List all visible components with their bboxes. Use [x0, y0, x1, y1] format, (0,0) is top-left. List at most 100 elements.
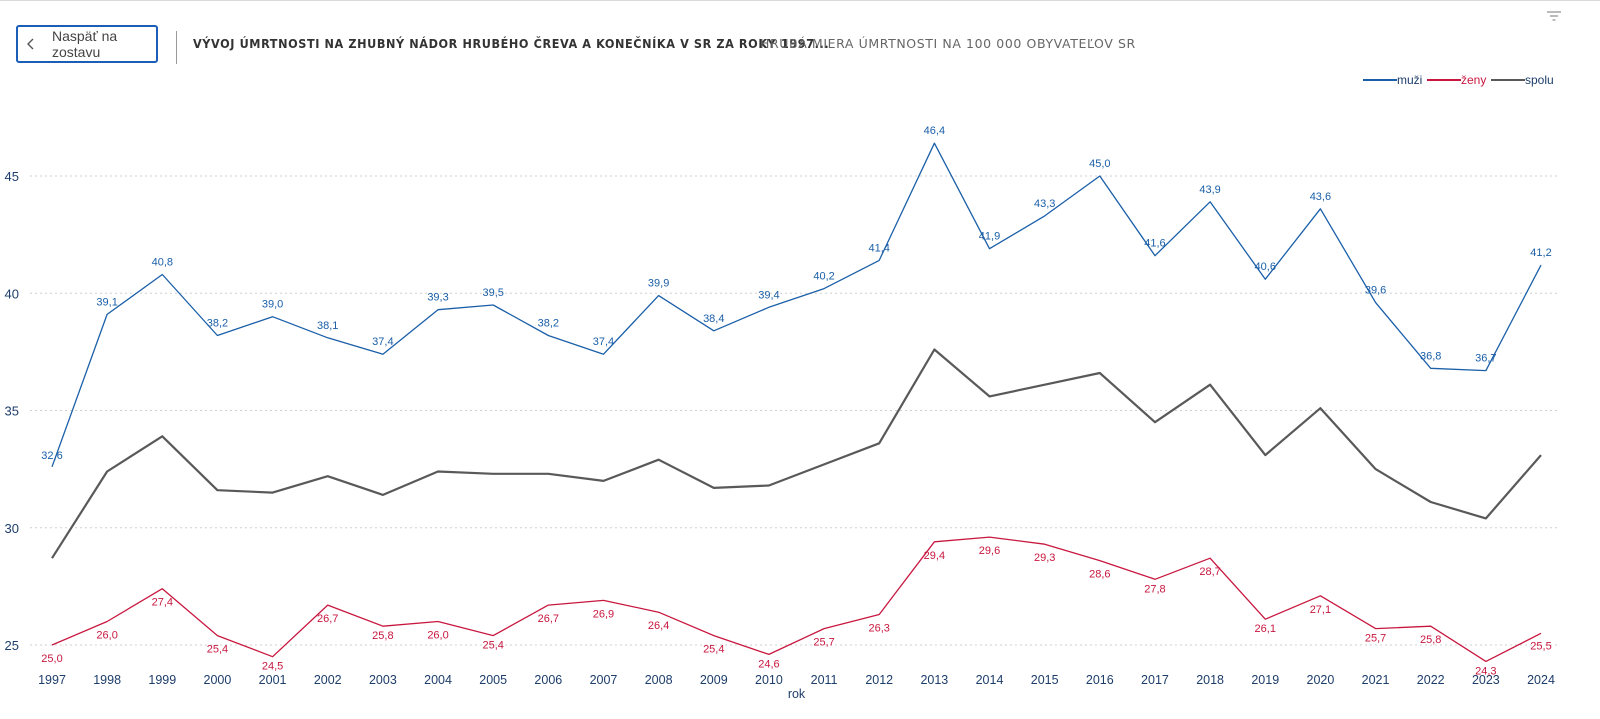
data-label-zeny: 25,4	[703, 644, 724, 656]
data-label-muzi: 45,0	[1089, 158, 1110, 170]
data-label-zeny: 26,0	[96, 630, 117, 642]
y-tick-label: 40	[5, 286, 19, 301]
page-subtitle: HRUBÁ MIERA ÚMRTNOSTI NA 100 000 OBYVATE…	[760, 36, 1136, 51]
x-tick-label: 2014	[976, 673, 1004, 687]
data-label-muzi: 38,1	[317, 320, 338, 332]
data-label-muzi: 46,4	[924, 125, 945, 137]
x-tick-label: 2008	[645, 673, 673, 687]
legend-label-zeny: ženy	[1461, 73, 1486, 87]
y-tick-label: 45	[5, 169, 19, 184]
x-tick-label: 2015	[1031, 673, 1059, 687]
x-tick-label: 2019	[1251, 673, 1279, 687]
data-label-zeny: 26,0	[427, 630, 448, 642]
x-tick-label: 2012	[865, 673, 893, 687]
x-tick-label: 2024	[1527, 673, 1555, 687]
x-tick-label: 2022	[1417, 673, 1445, 687]
data-label-zeny: 28,7	[1199, 566, 1220, 578]
data-label-muzi: 38,4	[703, 313, 724, 325]
data-label-zeny: 25,7	[813, 637, 834, 649]
data-label-zeny: 29,3	[1034, 552, 1055, 564]
data-label-zeny: 25,7	[1365, 633, 1386, 645]
y-tick-label: 30	[5, 521, 19, 536]
x-tick-label: 2002	[314, 673, 342, 687]
x-tick-label: 2018	[1196, 673, 1224, 687]
data-label-muzi: 39,4	[758, 289, 779, 301]
data-label-zeny: 25,8	[372, 630, 393, 642]
x-tick-label: 2021	[1362, 673, 1390, 687]
top-divider	[0, 0, 1600, 1]
legend-label-muzi: muži	[1397, 73, 1422, 87]
data-label-zeny: 25,4	[207, 644, 228, 656]
data-label-muzi: 41,6	[1144, 238, 1165, 250]
data-label-muzi: 41,2	[1530, 247, 1551, 259]
data-label-muzi: 36,8	[1420, 350, 1441, 362]
data-label-zeny: 29,6	[979, 545, 1000, 557]
y-tick-label: 25	[5, 638, 19, 653]
filter-icon[interactable]	[1546, 8, 1562, 22]
data-label-muzi: 32,6	[41, 450, 62, 462]
data-label-zeny: 27,4	[152, 597, 173, 609]
data-label-zeny: 26,7	[317, 613, 338, 625]
x-tick-label: 1999	[148, 673, 176, 687]
series-line-spolu[interactable]	[51, 348, 1542, 559]
data-label-zeny: 26,1	[1255, 623, 1276, 635]
data-label-muzi: 38,2	[538, 317, 559, 329]
series-line-muzi[interactable]	[51, 142, 1542, 468]
x-tick-label: 2007	[590, 673, 618, 687]
x-tick-label: 2017	[1141, 673, 1169, 687]
data-label-zeny: 27,1	[1310, 604, 1331, 616]
x-tick-label: 2003	[369, 673, 397, 687]
x-tick-label: 2020	[1307, 673, 1335, 687]
series-line-zeny[interactable]	[51, 536, 1542, 663]
data-label-muzi: 41,9	[979, 231, 1000, 243]
data-label-zeny: 27,8	[1144, 583, 1165, 595]
data-label-zeny: 26,7	[538, 613, 559, 625]
data-label-muzi: 43,9	[1199, 184, 1220, 196]
data-label-muzi: 39,1	[96, 296, 117, 308]
data-label-zeny: 28,6	[1089, 569, 1110, 581]
x-tick-label: 2016	[1086, 673, 1114, 687]
data-label-muzi: 40,6	[1255, 261, 1276, 273]
data-label-zeny: 25,8	[1420, 634, 1441, 646]
data-label-muzi: 38,2	[207, 317, 228, 329]
header-separator	[176, 31, 177, 64]
data-label-muzi: 41,4	[869, 242, 890, 254]
x-tick-label: 2009	[700, 673, 728, 687]
x-tick-label: 2023	[1472, 673, 1500, 687]
x-tick-label: 2000	[204, 673, 232, 687]
x-tick-label: 1997	[38, 673, 66, 687]
data-label-zeny: 26,3	[869, 623, 890, 635]
x-tick-label: 2013	[920, 673, 948, 687]
data-label-muzi: 40,8	[152, 256, 173, 268]
x-tick-label: 2004	[424, 673, 452, 687]
data-label-zeny: 24,6	[758, 658, 779, 670]
data-label-zeny: 26,4	[648, 620, 669, 632]
x-tick-label: 2001	[259, 673, 287, 687]
data-label-muzi: 40,2	[813, 271, 834, 283]
data-label-muzi: 39,0	[262, 299, 283, 311]
x-axis-title: rok	[788, 687, 806, 701]
page-title: VÝVOJ ÚMRTNOSTI NA ZHUBNÝ NÁDOR HRUBÉHO …	[193, 36, 830, 51]
data-label-muzi: 39,5	[482, 287, 503, 299]
x-tick-label: 2006	[534, 673, 562, 687]
data-label-zeny: 25,0	[41, 653, 62, 665]
data-label-zeny: 26,9	[593, 608, 614, 620]
data-label-zeny: 24,3	[1475, 665, 1496, 677]
data-label-muzi: 36,7	[1475, 353, 1496, 365]
chevron-left-icon	[24, 37, 38, 51]
x-tick-label: 2005	[479, 673, 507, 687]
data-label-zeny: 24,5	[262, 661, 283, 673]
data-label-muzi: 39,6	[1365, 285, 1386, 297]
data-label-muzi: 43,3	[1034, 198, 1055, 210]
data-label-muzi: 39,9	[648, 278, 669, 290]
back-to-report-button[interactable]: Naspäť na zostavu	[16, 25, 158, 63]
data-label-muzi: 39,3	[427, 292, 448, 304]
data-label-muzi: 37,4	[372, 336, 393, 348]
back-button-label: Naspäť na zostavu	[52, 28, 118, 60]
y-tick-label: 35	[5, 404, 19, 419]
x-tick-label: 2011	[811, 673, 838, 687]
data-label-zeny: 25,5	[1530, 640, 1551, 652]
data-label-zeny: 25,4	[482, 640, 503, 652]
legend-label-spolu: spolu	[1525, 73, 1554, 87]
